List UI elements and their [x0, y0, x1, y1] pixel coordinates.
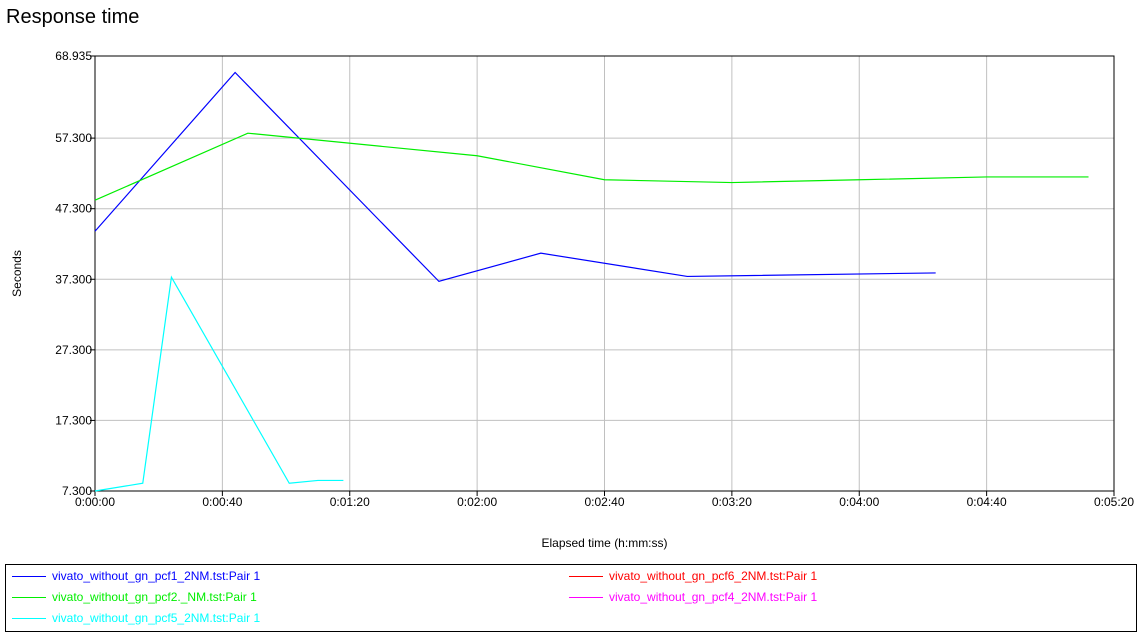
x-axis-label: Elapsed time (h:mm:ss)	[541, 536, 667, 550]
y-tick-label: 7.300	[62, 484, 92, 498]
legend-label: vivato_without_gn_pcf1_2NM.tst:Pair 1	[52, 569, 261, 583]
legend-item: vivato_without_gn_pcf6_2NM.tst:Pair 1	[569, 568, 817, 584]
legend-label: vivato_without_gn_pcf5_2NM.tst:Pair 1	[52, 611, 261, 625]
x-tick-label: 0:00:40	[202, 495, 242, 509]
y-tick-label: 47.300	[55, 202, 92, 216]
y-tick-label: 27.300	[55, 343, 92, 357]
legend-swatch	[569, 596, 603, 598]
legend-item: vivato_without_gn_pcf5_2NM.tst:Pair 1	[12, 610, 260, 626]
x-tick-label: 0:02:40	[584, 495, 624, 509]
legend-item: vivato_without_gn_pcf4_2NM.tst:Pair 1	[569, 589, 817, 605]
chart-title: Response time	[6, 6, 140, 28]
x-tick-label: 0:03:20	[712, 495, 752, 509]
legend-swatch	[12, 596, 46, 598]
x-tick-label: 0:02:00	[457, 495, 497, 509]
y-axis-label: Seconds	[10, 250, 24, 297]
chart-legend: vivato_without_gn_pcf1_2NM.tst:Pair 1 viv…	[5, 564, 1137, 632]
series-line-1	[94, 71, 936, 283]
x-tick-label: 0:04:40	[967, 495, 1007, 509]
x-tick-label: 0:01:20	[330, 495, 370, 509]
x-tick-label: 0:00:00	[75, 495, 115, 509]
x-tick-label: 0:05:20	[1094, 495, 1134, 509]
series-line-2	[94, 132, 1089, 201]
series-line-3	[94, 275, 344, 492]
legend-swatch	[569, 575, 603, 577]
legend-label: vivato_without_gn_pcf6_2NM.tst:Pair 1	[609, 569, 818, 583]
legend-item: vivato_without_gn_pcf2._NM.tst:Pair 1	[12, 589, 257, 605]
y-tick-label: 68.935	[55, 49, 92, 63]
y-tick-label: 37.300	[55, 272, 92, 286]
y-tick-label: 17.300	[55, 413, 92, 427]
legend-swatch	[12, 617, 46, 619]
legend-item: vivato_without_gn_pcf1_2NM.tst:Pair 1	[12, 568, 260, 584]
y-tick-label: 57.300	[55, 131, 92, 145]
x-tick-label: 0:04:00	[839, 495, 879, 509]
legend-swatch	[12, 575, 46, 577]
response-time-chart: 0:00:00 0:00:40 0:01:20 0:02:00 0:02:40 0:03:…	[10, 49, 1134, 550]
legend-label: vivato_without_gn_pcf2._NM.tst:Pair 1	[52, 590, 257, 604]
legend-label: vivato_without_gn_pcf4_2NM.tst:Pair 1	[609, 590, 818, 604]
